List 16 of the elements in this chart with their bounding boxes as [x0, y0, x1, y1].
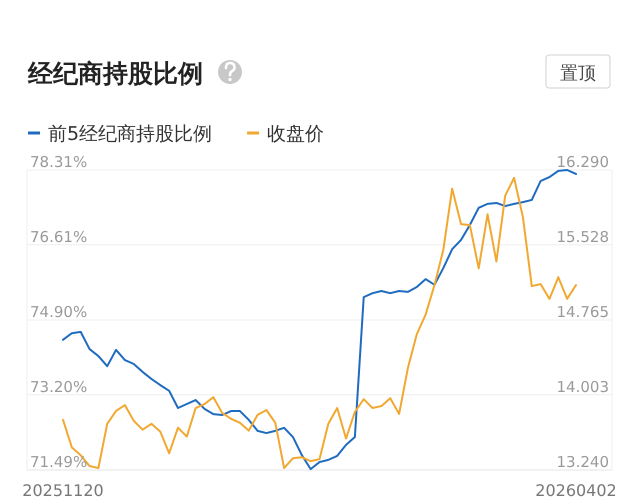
x-tick-label: 20260402 — [535, 481, 617, 500]
y2-tick-label: 13.240 — [556, 453, 609, 471]
y-tick-label: 73.20% — [30, 378, 88, 396]
y2-tick-label: 14.765 — [556, 303, 609, 321]
y2-tick-label: 14.003 — [556, 378, 609, 396]
y-tick-label: 76.61% — [30, 228, 88, 246]
text: 置顶 — [560, 63, 596, 84]
y2-tick-label: 16.290 — [556, 153, 609, 171]
y-tick-label: 71.49% — [30, 453, 88, 471]
legend-label: 前5经纪商持股比例 — [48, 123, 212, 145]
legend-label: 收盘价 — [267, 123, 324, 145]
x-tick-label: 20251120 — [22, 481, 104, 500]
y2-tick-label: 15.528 — [556, 228, 609, 246]
y-tick-label: 78.31% — [30, 153, 88, 171]
chart-title: 经纪商持股比例 — [27, 59, 203, 88]
y-tick-label: 74.90% — [30, 303, 88, 321]
